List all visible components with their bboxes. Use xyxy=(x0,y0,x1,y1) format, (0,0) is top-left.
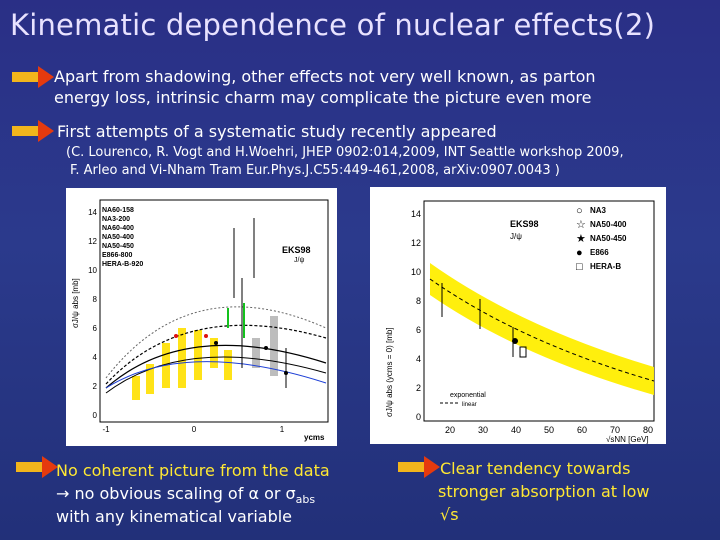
bullet-1-line-1: Apart from shadowing, other effects not … xyxy=(54,67,596,86)
legend-entry: NA50-400 xyxy=(590,220,627,229)
x-tick: 70 xyxy=(610,425,620,435)
y-tick: 14 xyxy=(411,209,421,219)
x-axis-label: √sNN [GeV] xyxy=(606,435,649,444)
y-tick: 4 xyxy=(93,353,98,362)
x-tick: -1 xyxy=(102,425,110,434)
y-tick: 2 xyxy=(416,383,421,393)
arrow-bullet-icon xyxy=(12,66,54,88)
arrow-bullet-icon xyxy=(16,456,58,478)
y-tick: 6 xyxy=(93,324,98,333)
y-tick: 10 xyxy=(411,267,421,277)
model-label: EKS98 xyxy=(282,245,311,255)
x-tick: 1 xyxy=(280,425,285,434)
legend-entry: NA60-400 xyxy=(102,225,134,232)
y-tick: 12 xyxy=(88,237,97,246)
y-axis-label: σJ/ψ abs [mb] xyxy=(71,278,80,328)
x-tick: 0 xyxy=(192,425,197,434)
reference-line-1: (C. Lourenco, R. Vogt and H.Woehri, JHEP… xyxy=(66,145,624,160)
particle-label: J/ψ xyxy=(510,232,522,241)
y-tick: 4 xyxy=(416,354,421,364)
x-tick: 20 xyxy=(445,425,455,435)
x-tick: 60 xyxy=(577,425,587,435)
bottom-left-line-2: → no obvious scaling of α or σabs xyxy=(56,483,315,510)
y-tick: 8 xyxy=(93,295,98,304)
x-tick: 40 xyxy=(511,425,521,435)
y-tick: 6 xyxy=(416,325,421,335)
legend-entry: HERA-B-920 xyxy=(102,261,143,268)
y-axis-label: σJ/ψ abs (ycms = 0) [mb] xyxy=(385,327,394,417)
left-plot-image: 14 12 10 8 6 4 2 0 -1 0 1 σJ/ψ abs [mb] … xyxy=(66,188,337,446)
bottom-left-line-1: No coherent picture from the data xyxy=(56,461,330,480)
legend-entry: E866 xyxy=(590,248,609,257)
x-tick: 50 xyxy=(544,425,554,435)
right-plot-image: 14 12 10 8 6 4 2 0 20 30 40 50 60 70 80 … xyxy=(370,187,666,444)
fit-label: exponential xyxy=(450,392,486,399)
bullet-1-line-2: energy loss, intrinsic charm may complic… xyxy=(54,88,592,107)
svg-text:□: □ xyxy=(576,261,583,273)
bottom-left-line-2-text: → no obvious scaling of α or σ xyxy=(56,484,296,503)
arrow-bullet-icon xyxy=(398,456,440,478)
legend-entry: NA60-158 xyxy=(102,207,134,214)
legend-entry: NA3 xyxy=(590,206,607,215)
x-tick: 30 xyxy=(478,425,488,435)
slide-title: Kinematic dependence of nuclear effects(… xyxy=(10,8,656,42)
fit-label: linear xyxy=(462,402,477,408)
y-tick: 12 xyxy=(411,238,421,248)
bottom-left-subscript: abs xyxy=(295,493,316,507)
y-tick: 2 xyxy=(93,382,98,391)
svg-text:○: ○ xyxy=(576,205,583,217)
y-tick: 10 xyxy=(88,266,97,275)
y-tick: 14 xyxy=(88,208,97,217)
left-plot-svg: 14 12 10 8 6 4 2 0 -1 0 1 σJ/ψ abs [mb] … xyxy=(71,199,329,442)
x-tick: 80 xyxy=(643,425,653,435)
legend-entry: NA50-450 xyxy=(590,234,627,243)
legend-entry: NA50-450 xyxy=(102,243,134,250)
legend-entry: NA3-200 xyxy=(102,216,130,223)
bottom-right-line-3: √s xyxy=(440,505,459,524)
bottom-left-line-3: with any kinematical variable xyxy=(56,507,293,526)
svg-text:☆: ☆ xyxy=(576,219,586,231)
y-tick: 0 xyxy=(93,411,98,420)
y-tick: 0 xyxy=(416,412,421,422)
svg-text:★: ★ xyxy=(576,233,586,245)
right-plot-svg: 14 12 10 8 6 4 2 0 20 30 40 50 60 70 80 … xyxy=(385,200,655,444)
model-label: EKS98 xyxy=(510,219,539,229)
legend-entry: E866-800 xyxy=(102,252,132,259)
y-tick: 8 xyxy=(416,296,421,306)
legend-entry: HERA-B xyxy=(590,262,621,271)
x-axis-label: ycms xyxy=(304,433,325,442)
arrow-bullet-icon xyxy=(12,120,54,142)
particle-label: J/ψ xyxy=(294,257,304,264)
bottom-right-line-2: stronger absorption at low xyxy=(438,482,650,501)
bullet-2-line-1: First attempts of a systematic study rec… xyxy=(57,122,497,141)
reference-line-2: F. Arleo and Vi-Nham Tram Eur.Phys.J.C55… xyxy=(70,163,560,178)
svg-text:●: ● xyxy=(576,247,583,259)
legend-entry: NA50-400 xyxy=(102,234,134,241)
bottom-right-line-1: Clear tendency towards xyxy=(440,459,631,478)
